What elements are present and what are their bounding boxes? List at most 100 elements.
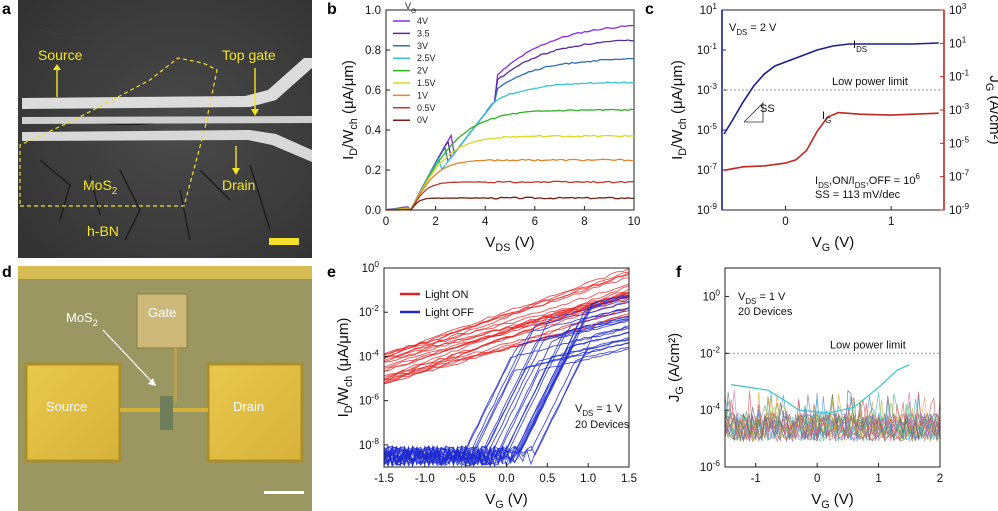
light-on-curve-e: [383, 277, 630, 355]
y-tick-label-c: 10-1: [697, 42, 718, 57]
y2-tick-label-c: 10-7: [949, 169, 970, 184]
y-tick-label-e: 10-4: [359, 348, 380, 363]
panel-a: a Source Top gate MoS2 Drain h-BN: [2, 0, 312, 258]
y-axis-label-c: ID/Wch (μA/μm): [669, 60, 689, 160]
gate-label-d: Gate: [148, 305, 176, 320]
y-tick-label-e: 10-8: [359, 437, 380, 452]
mos2-channel: [160, 396, 173, 430]
top-gold-strip: [18, 266, 312, 279]
chart-e: -1.5 -1.0 -0.5 0.0 0.5 1.0 1.5 100 10-2 10-4 10-6 1…: [335, 260, 637, 511]
scale-bar-d: [264, 491, 304, 494]
y-tick-label-e: 10-2: [359, 304, 380, 319]
light-on-curve-e: [383, 292, 630, 356]
y-tick-label-f: 10-4: [700, 402, 721, 417]
curves-e: [383, 267, 630, 468]
x-tick-label-b: 2: [432, 216, 438, 228]
source-pad: [24, 362, 122, 463]
drain-electrode: [22, 130, 312, 162]
ids-curve-c: [723, 42, 939, 135]
legend-label-b: 2V: [417, 66, 428, 76]
x-tick-label-f: -1: [751, 473, 761, 485]
panel-label-e: e: [327, 264, 336, 281]
x-tick-label-e: 0.0: [499, 473, 515, 485]
y-tick-label-c: 10-3: [697, 82, 718, 97]
top-gate-arrowhead: [251, 109, 259, 116]
light-off-curve-e: [383, 316, 630, 466]
legend-label-b: 0V: [417, 115, 428, 125]
light-off-curve-e: [383, 337, 630, 468]
ids-label-c: IDS: [853, 39, 867, 54]
light-on-curve-e: [383, 283, 630, 359]
device-leakage-curve-f: [724, 391, 941, 442]
light-off-curve-e: [383, 294, 630, 466]
x-tick-label-f: 2: [937, 473, 943, 485]
hbn-wrinkles: [39, 19, 281, 71]
x-axis-label-e: VG (V): [485, 491, 528, 511]
top-gate-electrode: [22, 116, 312, 124]
y2-tick-label-c: 10-9: [949, 202, 970, 217]
ss-label-c: SS: [760, 103, 775, 115]
y2-tick-label-c: 10-1: [949, 69, 970, 84]
outlier-leakage-curve-f: [731, 364, 910, 414]
light-on-curve-e: [383, 307, 630, 380]
ig-label-c: IG: [822, 110, 831, 125]
x-tick-label-b: 6: [532, 216, 538, 228]
y2-axis-label-c: JG (A/cm²): [983, 75, 998, 144]
series-line-b: [386, 158, 634, 211]
light-on-curve-e: [383, 272, 630, 359]
source-lead: [120, 408, 160, 412]
y-axis-label-e: ID/Wch (μA/μm): [335, 318, 355, 418]
y-tick-label-f: 10-2: [700, 345, 721, 360]
x-tick-label-b: 0: [383, 216, 389, 228]
x-tick-label-b: 4: [482, 216, 489, 228]
x-tick-label-e: -0.5: [456, 473, 476, 485]
light-off-curve-e: [383, 298, 630, 468]
ss-triangle-c: [743, 102, 764, 123]
y-tick-label-b: 0.4: [365, 125, 382, 137]
source-electrode: [22, 58, 312, 109]
series-line-b: [385, 108, 635, 211]
y-axis-label-b: ID/Wch (μA/μm): [340, 60, 360, 160]
vds-note-e: VDS = 1 V: [575, 403, 623, 418]
drain-label-d: Drain: [233, 399, 264, 414]
low-power-limit-label-c: Low power limit: [832, 76, 908, 88]
light-off-curve-e: [383, 295, 630, 466]
y-tick-label-c: 10-7: [697, 162, 718, 177]
panel-label-a: a: [2, 1, 11, 18]
light-on-curve-e: [383, 274, 630, 361]
y-tick-label-e: 100: [362, 260, 380, 275]
light-on-curve-e: [383, 292, 630, 373]
x-tick-label-e: -1.0: [415, 473, 435, 485]
light-on-curve-e: [383, 294, 630, 363]
light-off-curve-e: [383, 319, 630, 467]
light-off-curve-e: [383, 307, 630, 467]
legend-label-b: 3V: [417, 41, 428, 51]
legend-label-b: 0.5V: [417, 103, 436, 113]
sem-image: [18, 0, 312, 258]
drain-arrowhead: [232, 168, 240, 175]
y-tick-label-b: 0.8: [365, 45, 381, 57]
y-tick-label-c: 101: [700, 2, 718, 17]
curves-f: [724, 364, 941, 443]
y-tick-label-b: 0.2: [365, 165, 381, 177]
x-tick-label-c: 1: [888, 216, 894, 228]
mos2-label: MoS2: [83, 177, 118, 197]
x-tick-label-e: 1.5: [621, 473, 637, 485]
y-tick-label-e: 10-6: [359, 393, 380, 408]
plot-frame-f: [724, 267, 941, 468]
ss-note-c: SS = 113 mV/dec: [815, 189, 901, 201]
light-off-curve-e: [383, 325, 630, 467]
series-line-b: [386, 134, 635, 211]
chart-b: 0 2 4 6 8 10 0.0 0.2 0.4 0.6 0.8 1.0 VDS (V) ID/Wch (…: [340, 1, 640, 254]
ig-curve-c: [723, 111, 939, 172]
y2-tick-label-c: 103: [949, 2, 967, 17]
device-leakage-curve-f: [724, 409, 941, 442]
x-tick-label-e: -1.5: [374, 473, 394, 485]
drain-pad: [206, 362, 304, 463]
x-axis-label-c: VG (V): [812, 234, 855, 254]
legend-label-b: 1.5V: [417, 78, 436, 88]
legend-label-b: 3.5: [417, 28, 430, 38]
gate-pad: [136, 293, 188, 349]
x-tick-label-c: 0: [782, 216, 788, 228]
panel-label-c: c: [645, 1, 654, 18]
